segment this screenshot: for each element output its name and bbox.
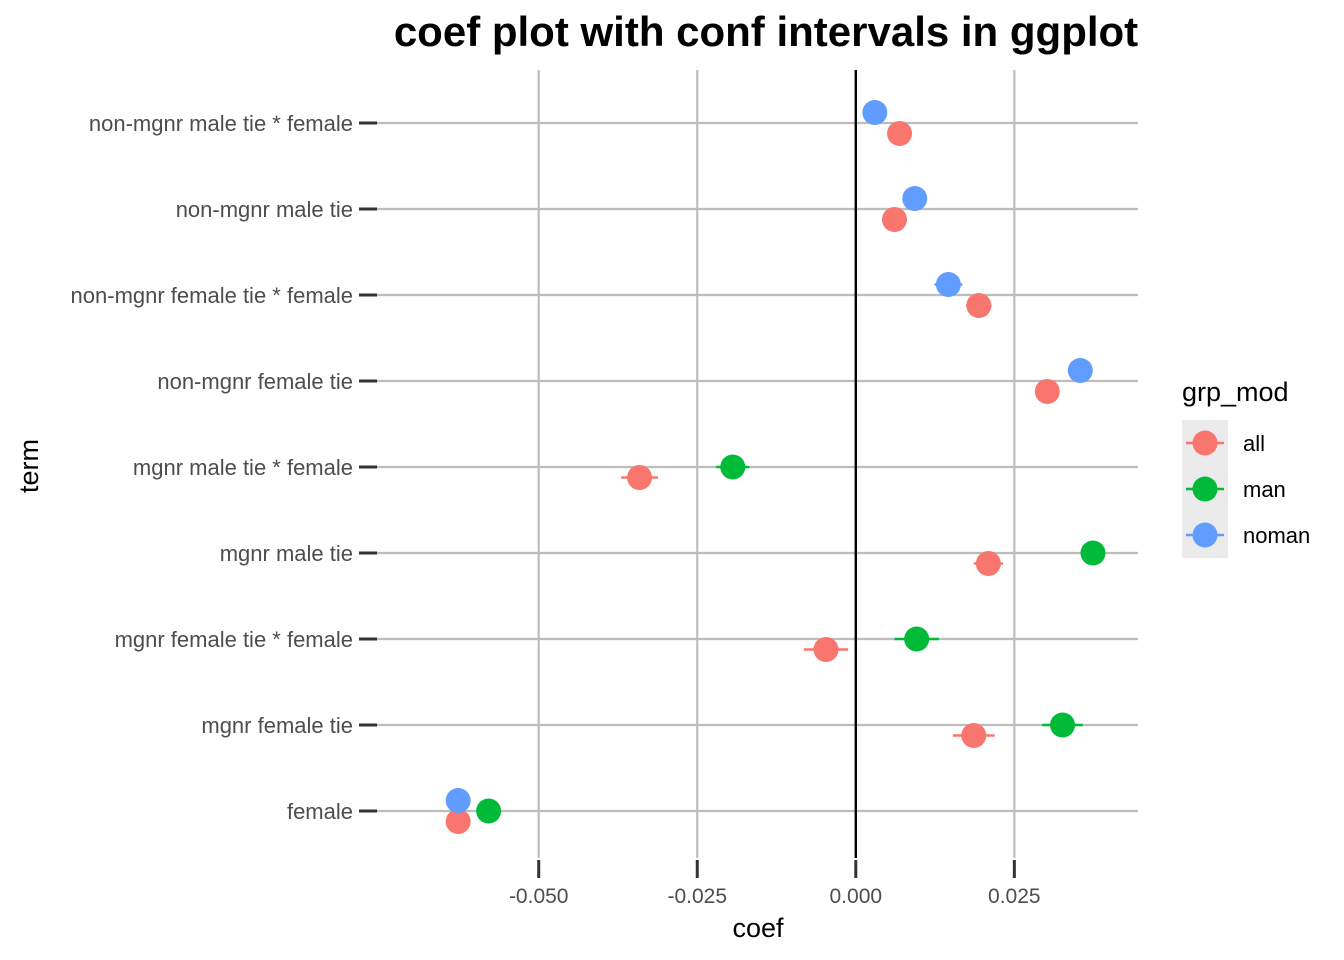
- point-noman-female: [445, 788, 471, 813]
- x-tick-label: -0.050: [509, 885, 569, 908]
- y-tick-label: mgnr female tie * female: [115, 627, 353, 652]
- x-tick-label: 0.025: [988, 885, 1041, 908]
- point-all-non-mgnr-male-tie: [881, 207, 907, 232]
- x-axis: -0.050 -0.025 0.000 0.025: [509, 860, 1041, 908]
- legend-label-all: all: [1243, 431, 1265, 456]
- legend-key-all: [1192, 430, 1218, 456]
- point-all-female: [445, 809, 471, 834]
- y-tick-label: non-mgnr female tie: [157, 369, 353, 394]
- point-noman-non-mgnr-female-tie: [1067, 358, 1093, 383]
- y-tick-label: non-mgnr male tie: [176, 197, 353, 222]
- y-tick-label: mgnr female tie: [201, 713, 353, 738]
- y-tick-label: non-mgnr female tie * female: [71, 283, 353, 308]
- legend-label-noman: noman: [1243, 523, 1310, 548]
- point-man-mgnr-male-tie: [1080, 540, 1106, 566]
- point-man-mgnr-female-tie: [1050, 712, 1076, 738]
- point-all-mgnr-male-tie-female: [627, 465, 653, 490]
- y-tick-label: female: [287, 799, 353, 824]
- legend-title: grp_mod: [1182, 377, 1289, 407]
- y-axis-title: term: [14, 439, 44, 493]
- y-tick-label: non-mgnr male tie * female: [89, 111, 353, 136]
- x-axis-title: coef: [732, 913, 784, 943]
- legend-key-man: [1192, 476, 1218, 502]
- series-noman: [445, 100, 1093, 813]
- legend-label-man: man: [1243, 477, 1286, 502]
- point-all-non-mgnr-female-tie: [1034, 379, 1060, 404]
- point-all-mgnr-male-tie: [975, 551, 1001, 576]
- series-all: [445, 121, 1060, 834]
- point-all-mgnr-female-tie-female: [813, 637, 839, 662]
- point-noman-non-mgnr-male-tie-female: [862, 100, 888, 125]
- point-noman-non-mgnr-male-tie: [902, 186, 928, 211]
- point-man-female: [476, 798, 502, 824]
- legend-key-noman: [1192, 522, 1218, 548]
- point-noman-non-mgnr-female-tie-female: [935, 272, 961, 297]
- chart-marks: [445, 100, 1106, 834]
- chart-title: coef plot with conf intervals in ggplot: [394, 8, 1138, 55]
- y-tick-label: mgnr male tie * female: [133, 455, 353, 480]
- x-tick-label: -0.025: [667, 885, 727, 908]
- point-all-mgnr-female-tie: [961, 723, 987, 748]
- point-man-mgnr-male-tie-female: [720, 454, 746, 480]
- series-man: [476, 454, 1106, 824]
- point-man-mgnr-female-tie-female: [904, 626, 930, 652]
- y-axis: female mgnr female tie mgnr female tie * f…: [71, 111, 377, 824]
- y-tick-label: mgnr male tie: [220, 541, 353, 566]
- x-tick-label: 0.000: [830, 885, 883, 908]
- legend: grp_mod all man noman: [1182, 377, 1310, 558]
- point-all-non-mgnr-female-tie-female: [966, 293, 992, 318]
- point-all-non-mgnr-male-tie-female: [887, 121, 913, 146]
- panel-grid: [377, 70, 1138, 858]
